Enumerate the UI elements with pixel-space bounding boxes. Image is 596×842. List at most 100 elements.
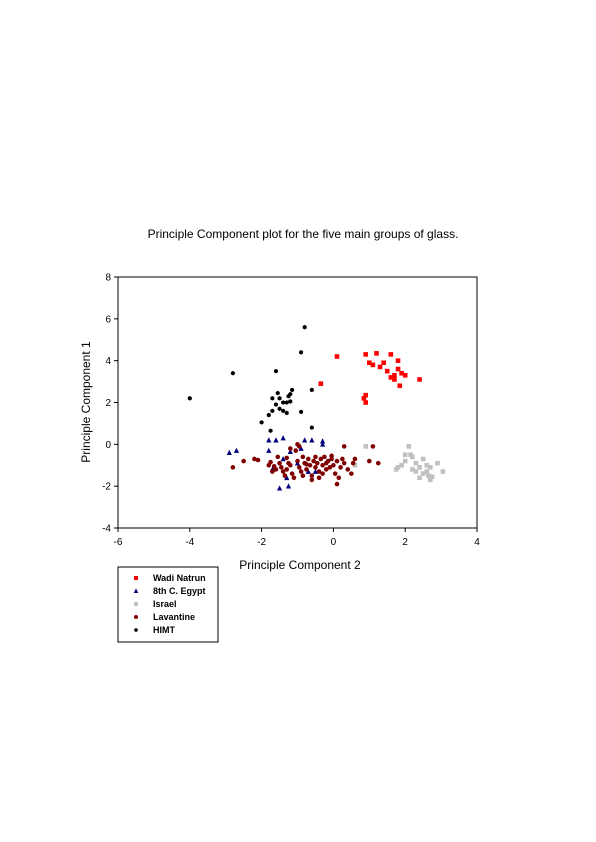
point-lavantine [241,458,246,464]
point-lavantine [304,467,309,472]
point-lavantine [345,467,351,472]
point-wadi-natrun [363,352,369,357]
data-points [187,324,446,491]
point-israel [410,454,415,460]
point-wadi-natrun [367,360,372,366]
point-israel [440,469,446,474]
point-himt [309,387,314,393]
point-8th-c-egypt [233,447,240,453]
point-lavantine [230,465,236,470]
x-tick-label: -4 [185,537,194,548]
point-lavantine [311,458,316,464]
plot-area-frame [117,276,478,529]
point-himt [299,409,304,415]
point-himt [302,324,307,330]
point-himt [270,408,275,414]
x-axis: -6 -4 -2 0 2 4 [114,528,480,548]
legend-marker [134,615,138,619]
legend-marker [134,602,138,606]
point-lavantine [336,475,342,481]
point-lavantine [305,456,311,462]
point-lavantine [327,465,333,470]
point-himt [270,396,275,401]
point-lavantine [329,453,334,459]
point-lavantine [316,475,322,481]
point-israel [429,474,435,480]
point-himt [284,400,289,405]
point-wadi-natrun [374,351,379,356]
point-lavantine [289,471,295,476]
point-lavantine [304,461,309,467]
point-wadi-natrun [402,373,408,378]
point-israel [424,462,430,468]
y-tick-label: -4 [102,524,111,535]
point-lavantine [309,477,315,483]
point-8th-c-egypt [305,468,311,474]
legend-label: 8th C. Egypt [153,586,206,596]
point-8th-c-egypt [298,445,304,451]
point-israel [402,452,408,458]
point-lavantine [300,473,306,479]
point-israel [413,460,419,466]
point-lavantine [323,467,329,472]
point-himt [286,393,291,399]
point-israel [417,465,422,470]
point-himt [230,370,235,376]
point-8th-c-egypt [312,468,319,474]
point-8th-c-egypt [273,437,279,443]
point-himt [275,390,280,396]
point-lavantine [300,454,306,460]
point-israel [428,465,433,470]
point-lavantine [275,454,281,460]
x-tick-label: -6 [114,537,123,548]
point-wadi-natrun [377,364,383,370]
point-8th-c-egypt [266,437,272,443]
point-lavantine [370,444,376,449]
point-lavantine [313,465,318,470]
y-axis-label: Principle Component 1 [79,341,93,463]
point-lavantine [296,444,302,449]
point-lavantine [320,471,325,476]
point-himt [273,368,278,374]
point-8th-c-egypt [287,448,293,454]
legend-marker [134,576,138,580]
point-lavantine [288,462,293,468]
point-lavantine [349,471,354,476]
point-lavantine [375,460,381,466]
point-himt [277,396,282,401]
point-lavantine [277,460,282,466]
point-lavantine [282,473,288,479]
point-wadi-natrun [363,400,369,405]
point-wadi-natrun [392,377,397,382]
point-lavantine [307,462,313,468]
point-lavantine [295,458,300,464]
point-israel [420,456,426,462]
point-himt [288,399,293,404]
point-israel [410,467,415,472]
legend-label: Israel [153,599,177,609]
point-himt [187,396,192,401]
point-lavantine [332,471,338,476]
point-lavantine [318,456,324,462]
point-lavantine [331,462,336,468]
legend-marker [134,628,138,632]
point-israel [428,477,433,483]
point-wadi-natrun [361,396,367,401]
point-wadi-natrun [388,375,394,380]
y-tick-label: 8 [105,273,111,284]
point-lavantine [313,454,318,460]
point-israel [413,469,419,474]
legend: Wadi Natrun 8th C. Egypt Israel Lavantine HI… [117,566,219,643]
point-lavantine [255,457,261,463]
point-israel [406,444,412,449]
point-wadi-natrun [397,383,403,389]
point-lavantine [270,469,275,474]
point-8th-c-egypt [320,438,326,444]
point-lavantine [309,473,315,479]
point-8th-c-egypt [285,483,292,489]
point-himt [281,408,286,414]
point-8th-c-egypt [266,447,272,453]
point-himt [299,350,304,355]
point-israel [352,462,358,468]
point-wadi-natrun [395,366,401,372]
